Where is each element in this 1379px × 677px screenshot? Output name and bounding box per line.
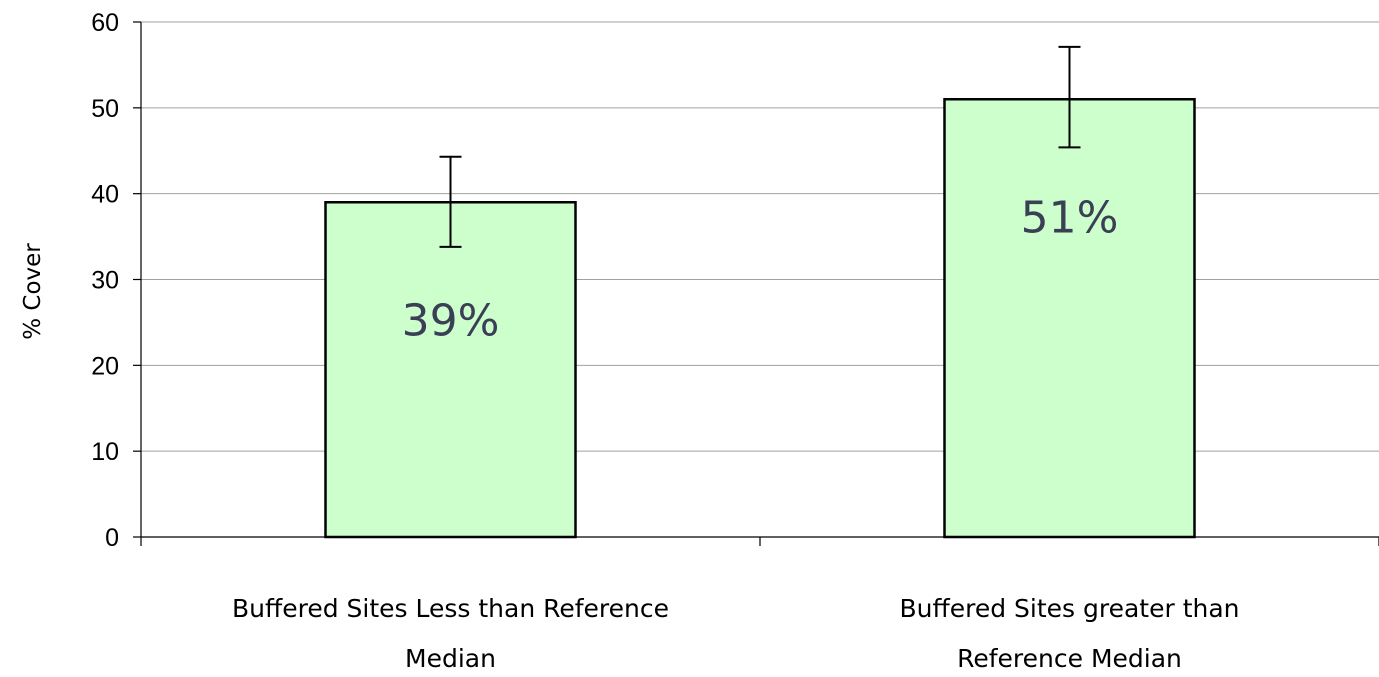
data-label: 51% xyxy=(1021,192,1119,243)
bar xyxy=(943,98,1196,539)
error-bars xyxy=(439,45,1081,248)
bars xyxy=(324,98,1196,539)
y-axis-title: % Cover xyxy=(20,243,46,340)
y-tick-label: 50 xyxy=(91,95,119,123)
data-label: 39% xyxy=(402,295,500,346)
x-category-label: Median xyxy=(405,644,496,673)
x-category-label: Buffered Sites Less than Reference xyxy=(232,594,669,623)
y-tick-label: 0 xyxy=(105,524,119,552)
labels: 0 10 20 30 40 50 60 39% Buffered Sites Less than… xyxy=(91,9,1239,673)
x-category-label: Reference Median xyxy=(957,644,1182,673)
x-category-label: Buffered Sites greater than xyxy=(899,594,1239,623)
y-tick-label: 10 xyxy=(91,438,119,466)
y-tick-label: 20 xyxy=(91,352,119,380)
y-tick-label: 40 xyxy=(91,181,119,209)
y-tick-label: 30 xyxy=(91,267,119,295)
y-tick-label: 60 xyxy=(91,9,119,37)
bar xyxy=(324,201,577,539)
axes xyxy=(133,21,1379,546)
